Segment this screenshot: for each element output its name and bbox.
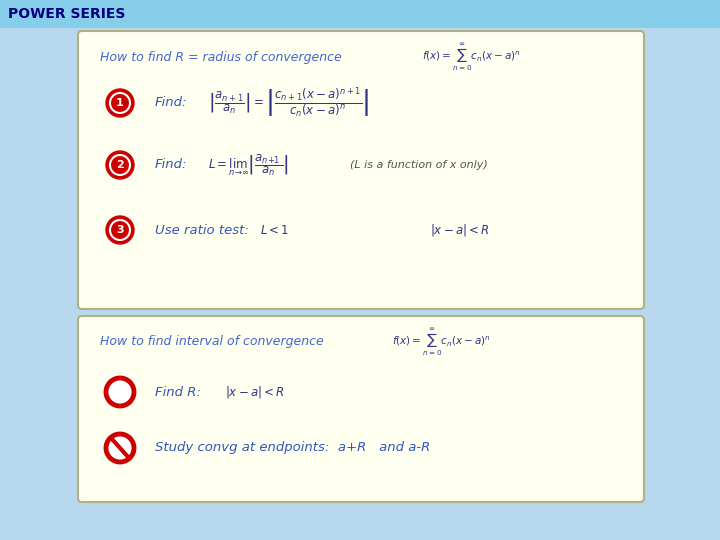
Text: $\left|\dfrac{a_{n+1}}{a_n}\right| = \left|\dfrac{c_{n+1}(x-a)^{n+1}}{c_n(x-a)^n: $\left|\dfrac{a_{n+1}}{a_n}\right| = \le… xyxy=(208,86,369,120)
Text: 3: 3 xyxy=(116,225,124,235)
Text: Find:: Find: xyxy=(155,97,187,110)
Text: $L = \lim_{n \to \infty} \left|\dfrac{a_{n+1}}{a_n}\right|$: $L = \lim_{n \to \infty} \left|\dfrac{a_… xyxy=(208,152,289,178)
Text: 2: 2 xyxy=(116,160,124,170)
Circle shape xyxy=(106,151,134,179)
Text: Use ratio test:: Use ratio test: xyxy=(155,224,249,237)
Text: $f(x) = \sum_{n=0}^{\infty} c_n(x-a)^n$: $f(x) = \sum_{n=0}^{\infty} c_n(x-a)^n$ xyxy=(392,326,491,357)
Text: Study convg at endpoints:  a+R   and a-R: Study convg at endpoints: a+R and a-R xyxy=(155,442,431,455)
Text: (L is a function of x only): (L is a function of x only) xyxy=(350,160,487,170)
Circle shape xyxy=(106,216,134,244)
Text: $f(x) = \sum_{n=0}^{\infty} c_n(x-a)^n$: $f(x) = \sum_{n=0}^{\infty} c_n(x-a)^n$ xyxy=(422,42,521,73)
Circle shape xyxy=(106,434,134,462)
Text: How to find interval of convergence: How to find interval of convergence xyxy=(100,335,324,348)
Text: 1: 1 xyxy=(116,98,124,108)
Text: $L < 1$: $L < 1$ xyxy=(260,224,289,237)
Text: $|x-a| < R$: $|x-a| < R$ xyxy=(430,222,490,238)
Circle shape xyxy=(106,89,134,117)
Text: How to find R = radius of convergence: How to find R = radius of convergence xyxy=(100,51,342,64)
Text: POWER SERIES: POWER SERIES xyxy=(8,7,125,21)
FancyBboxPatch shape xyxy=(78,316,644,502)
Circle shape xyxy=(106,378,134,406)
Text: $|x-a| < R$: $|x-a| < R$ xyxy=(225,384,285,400)
Text: Find:: Find: xyxy=(155,159,187,172)
Bar xyxy=(0,0,720,28)
Text: Find R:: Find R: xyxy=(155,386,201,399)
FancyBboxPatch shape xyxy=(78,31,644,309)
